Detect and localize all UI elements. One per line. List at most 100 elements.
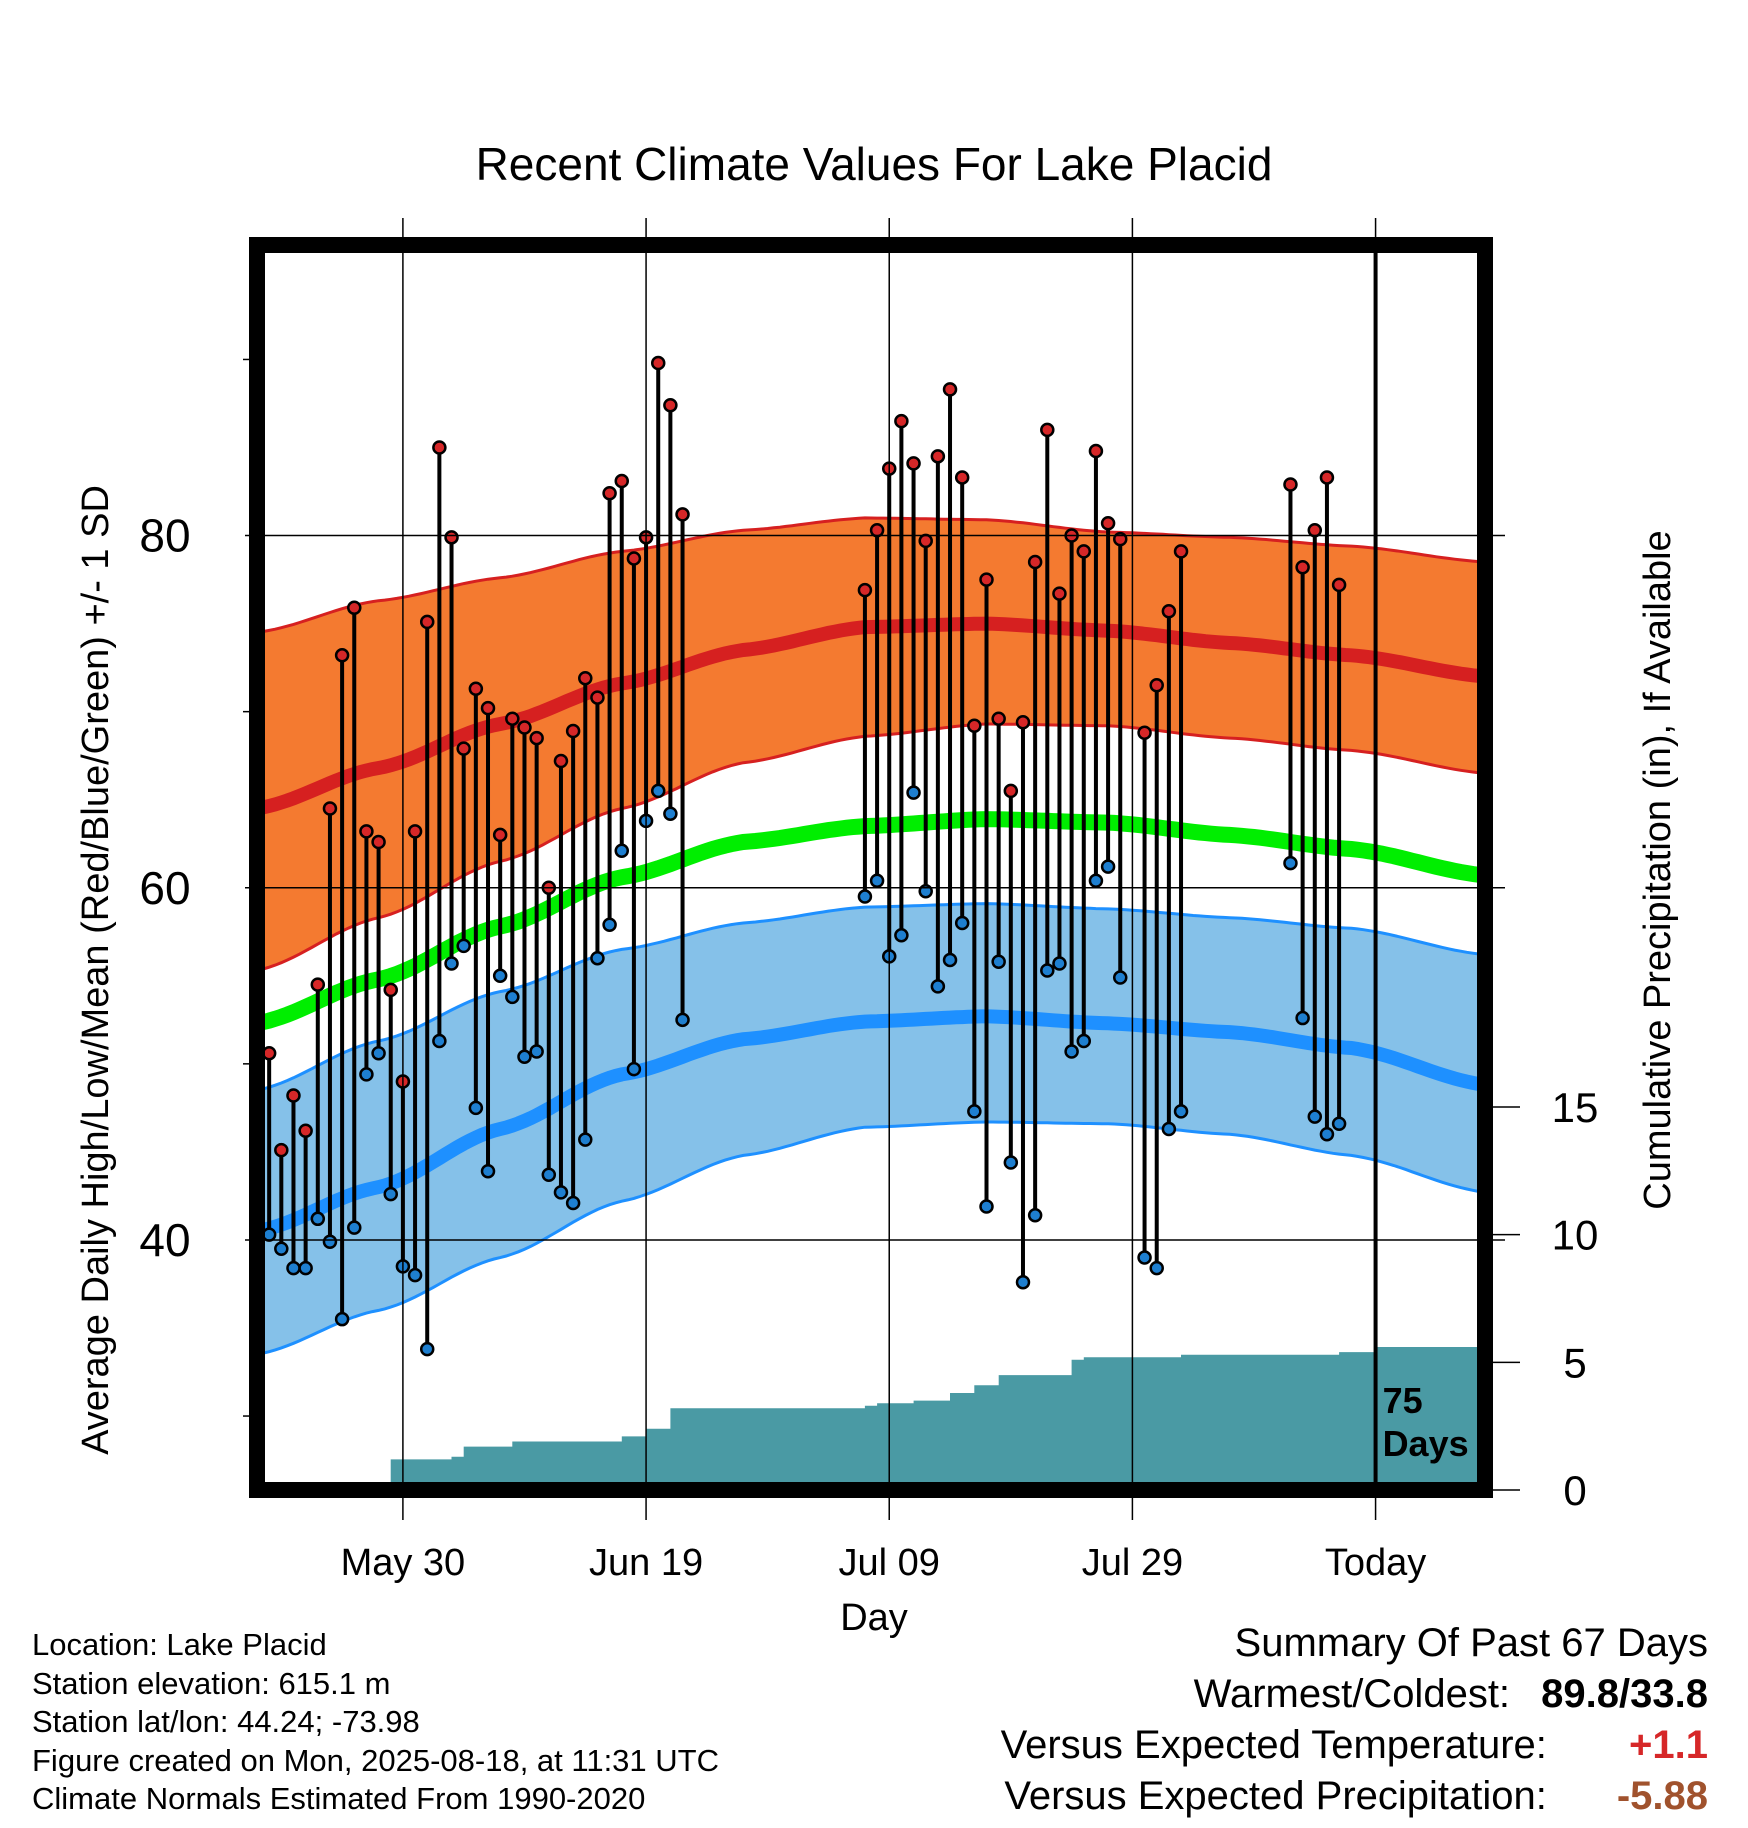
daily-low-point bbox=[1088, 873, 1104, 888]
daily-high-point bbox=[857, 582, 873, 598]
daily-high-point bbox=[1137, 725, 1152, 741]
daily-low-point bbox=[626, 1061, 642, 1077]
daily-high-point bbox=[480, 700, 496, 716]
x-tick-label: Jul 09 bbox=[839, 1542, 940, 1584]
daily-high-point bbox=[347, 600, 362, 616]
x-tick-label: Jun 19 bbox=[589, 1542, 703, 1584]
daily-low-point bbox=[334, 1311, 350, 1327]
daily-high-point bbox=[991, 711, 1006, 726]
daily-low-point bbox=[1052, 956, 1067, 971]
temp-label: Versus Expected Temperature: bbox=[1000, 1723, 1547, 1767]
daily-low-point bbox=[1283, 855, 1298, 871]
daily-low-point bbox=[444, 956, 459, 971]
location-text: Location: Lake Placid bbox=[32, 1627, 327, 1662]
station-info: Location: Lake Placid Station elevation:… bbox=[32, 1626, 719, 1819]
daily-low-point bbox=[869, 873, 885, 888]
y-left-tick-label: 80 bbox=[139, 510, 190, 562]
x-axis-label: Day bbox=[840, 1597, 908, 1639]
y-axis-right-label: Cumulative Precipitation (in), If Availa… bbox=[1637, 530, 1679, 1209]
daily-high-point bbox=[334, 648, 350, 663]
chart-title: Recent Climate Values For Lake Placid bbox=[476, 138, 1273, 190]
daily-low-point bbox=[310, 1211, 326, 1227]
precip-row: Versus Expected Precipitation: -5.88 bbox=[1001, 1771, 1708, 1822]
daily-low-point bbox=[274, 1241, 289, 1256]
precip-label: Versus Expected Precipitation: bbox=[1004, 1774, 1547, 1818]
low-normal-line bbox=[257, 1009, 1485, 1238]
daily-high-point bbox=[602, 486, 617, 501]
low-sd-band-upper-edge bbox=[257, 902, 1485, 1092]
daily-low-point bbox=[432, 1033, 447, 1049]
daily-high-point bbox=[1161, 604, 1177, 619]
daily-low-point bbox=[468, 1100, 484, 1116]
daily-low-point bbox=[419, 1341, 435, 1357]
daily-low-point bbox=[1319, 1127, 1335, 1142]
high-normal-line bbox=[257, 616, 1485, 816]
daily-low-point bbox=[517, 1049, 532, 1065]
daily-high-point bbox=[1003, 783, 1019, 799]
daily-low-point bbox=[286, 1260, 301, 1276]
daily-high-point bbox=[1027, 554, 1043, 570]
daily-low-point bbox=[857, 889, 873, 904]
daily-high-point bbox=[505, 711, 520, 726]
daily-high-point bbox=[918, 533, 933, 549]
daily-high-point bbox=[967, 718, 982, 733]
daily-low-point bbox=[967, 1104, 982, 1119]
x-tick-label: May 30 bbox=[341, 1542, 466, 1584]
warm-cold-value: 89.8/33.8 bbox=[1541, 1672, 1708, 1716]
low-sd-band bbox=[257, 903, 1485, 1355]
daily-high-point bbox=[1100, 515, 1116, 531]
temp-value: +1.1 bbox=[1629, 1723, 1708, 1767]
x-tick-label: Jul 29 bbox=[1082, 1542, 1183, 1584]
low-sd-band-lower-edge bbox=[257, 1120, 1485, 1356]
x-tick-label: Today bbox=[1325, 1542, 1426, 1584]
daily-high-point bbox=[419, 614, 435, 630]
daily-low-point bbox=[1137, 1250, 1152, 1265]
daily-low-point bbox=[930, 979, 946, 994]
daily-high-point bbox=[1295, 560, 1310, 575]
today-days-label: Days bbox=[1383, 1423, 1469, 1464]
daily-high-point bbox=[371, 834, 386, 850]
warm-cold-label: Warmest/Coldest: bbox=[1193, 1672, 1511, 1716]
daily-low-point bbox=[371, 1046, 386, 1061]
daily-low-point bbox=[1003, 1155, 1019, 1170]
daily-high-point bbox=[432, 440, 447, 455]
daily-high-point bbox=[979, 572, 994, 587]
y-left-tick-label: 60 bbox=[139, 862, 190, 914]
daily-low-point bbox=[954, 915, 970, 931]
daily-high-point bbox=[1149, 677, 1164, 693]
daily-low-point bbox=[1040, 963, 1055, 978]
daily-high-point bbox=[650, 355, 666, 371]
daily-high-point bbox=[529, 730, 544, 746]
precip-area bbox=[257, 1347, 1485, 1490]
daily-low-point bbox=[602, 917, 617, 932]
daily-high-point bbox=[359, 824, 374, 839]
daily-high-point bbox=[869, 523, 885, 538]
today-days-label: 75 bbox=[1383, 1380, 1423, 1421]
daily-high-point bbox=[553, 753, 569, 769]
daily-low-point bbox=[1331, 1116, 1347, 1131]
high-sd-band-lower-edge bbox=[257, 722, 1485, 972]
daily-low-point bbox=[407, 1267, 423, 1283]
y-left-tick-label: 40 bbox=[139, 1214, 190, 1266]
daily-high-point bbox=[906, 456, 921, 471]
daily-low-point bbox=[1064, 1044, 1079, 1059]
daily-high-point bbox=[675, 507, 690, 522]
daily-low-point bbox=[906, 785, 921, 800]
daily-high-point bbox=[1076, 544, 1092, 559]
daily-high-point bbox=[590, 690, 605, 705]
daily-low-point bbox=[1173, 1104, 1189, 1119]
daily-high-point bbox=[298, 1123, 313, 1139]
daily-low-point bbox=[529, 1044, 544, 1059]
daily-high-point bbox=[322, 801, 338, 816]
daily-low-point bbox=[1307, 1109, 1323, 1124]
daily-high-point bbox=[942, 382, 958, 397]
daily-high-point bbox=[444, 530, 459, 545]
daily-high-point bbox=[1052, 586, 1067, 601]
daily-high-point bbox=[1040, 422, 1055, 438]
temp-row: Versus Expected Temperature: +1.1 bbox=[1001, 1720, 1708, 1771]
daily-high-point bbox=[626, 551, 642, 566]
daily-high-point bbox=[1088, 443, 1104, 459]
daily-high-point bbox=[954, 470, 970, 485]
y-axis-left-label: Average Daily High/Low/Mean (Red/Blue/Gr… bbox=[75, 485, 117, 1455]
